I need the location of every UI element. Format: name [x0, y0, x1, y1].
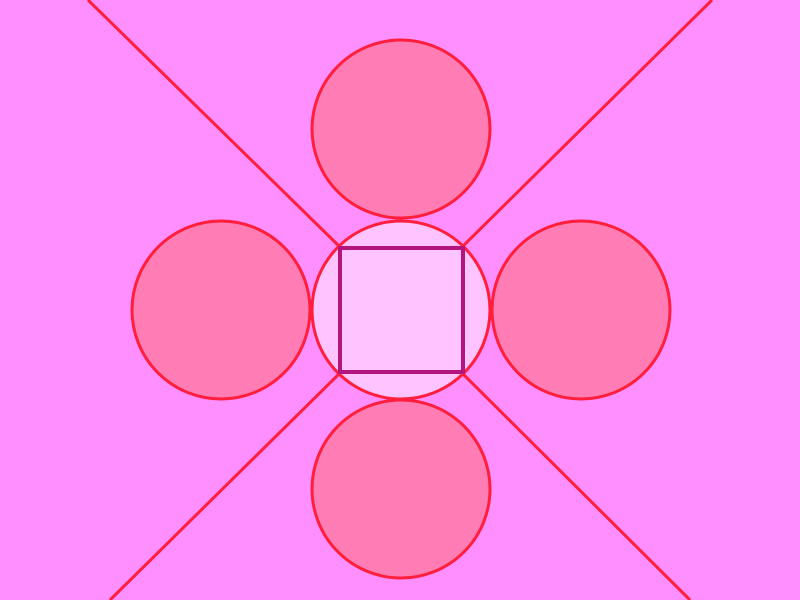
- diagonal-line-top-left: [86, 0, 342, 249]
- circle-left: [130, 219, 312, 401]
- diagonal-line-top-right: [460, 0, 714, 249]
- circle-right: [490, 219, 672, 401]
- diagonal-line-bottom-left: [108, 371, 342, 600]
- circle-top: [310, 38, 492, 220]
- center-square: [338, 246, 465, 374]
- circle-bottom: [310, 398, 492, 580]
- diagonal-line-bottom-right: [460, 371, 692, 600]
